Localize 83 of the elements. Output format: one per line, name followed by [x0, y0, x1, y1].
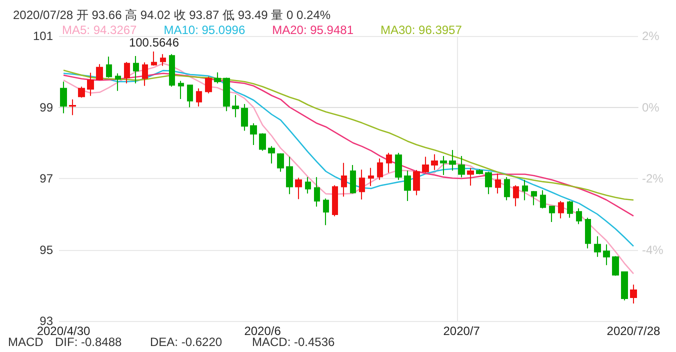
- candlestick: [549, 206, 555, 222]
- line-series: [62, 62, 634, 274]
- candlestick: [350, 164, 356, 194]
- candlestick: [467, 167, 474, 186]
- candlestick: [576, 208, 582, 225]
- candlestick: [558, 200, 564, 219]
- candlestick: [323, 198, 329, 226]
- candlestick: [305, 176, 311, 194]
- text: MA20: 95.9481: [272, 23, 354, 37]
- x-tick-label: 2020/7/28: [606, 324, 660, 338]
- x-tick-label: 2020/7: [443, 324, 480, 338]
- candlestick: [332, 184, 338, 217]
- candlestick: [286, 156, 293, 195]
- candlestick: [449, 150, 456, 172]
- candlestick: [277, 152, 284, 172]
- candlestick: [476, 168, 483, 175]
- candlestick: [87, 72, 94, 96]
- candlestick: [621, 271, 628, 301]
- candlestick: [250, 122, 257, 146]
- candlestick: [395, 152, 402, 180]
- candlestick: [540, 190, 546, 209]
- text: DEA: -0.6220: [150, 335, 222, 349]
- candlestick: [386, 152, 392, 174]
- candlestick: [513, 184, 519, 207]
- text: MACD: [8, 335, 44, 349]
- candlestick: [368, 167, 374, 186]
- candlestick: [630, 284, 637, 304]
- line-series: [62, 70, 634, 247]
- candlestick: [196, 88, 202, 108]
- candlestick: [458, 156, 465, 178]
- candlestick: [151, 51, 157, 66]
- candlestick: [160, 54, 166, 66]
- candlestick: [60, 81, 67, 114]
- candlestick: [359, 169, 365, 200]
- candlestick: [504, 176, 510, 201]
- text: DIF: -0.8488: [55, 335, 122, 349]
- candlestick: [78, 86, 85, 98]
- y-tick-label: 101: [32, 29, 54, 43]
- text: MACD: -0.4536: [252, 335, 336, 349]
- candlestick: [268, 146, 275, 164]
- candlestick: [531, 190, 537, 206]
- annotation: 100.5646: [128, 36, 180, 50]
- text: MA5: 94.3267: [62, 23, 138, 37]
- x-tick-label: 2020/6: [244, 324, 282, 338]
- candlestick: [115, 72, 121, 92]
- text: MA10: 95.0996: [164, 23, 246, 37]
- candlestick: [124, 62, 130, 84]
- candlestick: [178, 80, 184, 100]
- candlestick: [431, 154, 438, 170]
- candlestick: [205, 76, 212, 94]
- candlestick: [567, 200, 573, 218]
- candlestick: [495, 173, 501, 194]
- candlestick: [522, 179, 528, 201]
- candlestick: [422, 156, 429, 174]
- candlestick: [69, 98, 76, 116]
- candlestick: [404, 170, 411, 202]
- text: MA30: 96.3957: [380, 23, 462, 37]
- candlestick: [142, 62, 148, 86]
- candlestick: [314, 176, 320, 208]
- candlestick: [232, 94, 239, 118]
- candlestick: [96, 64, 103, 81]
- candlestick: [106, 56, 112, 78]
- candlestick: [259, 132, 266, 152]
- candlestick: [223, 77, 230, 112]
- y-tick-label: 99: [40, 100, 54, 114]
- candlestick: [341, 162, 347, 198]
- chart-title: 2020/07/28 开 93.66 高 94.02 收 93.87 低 93.49 量 0 0.24%: [13, 8, 331, 22]
- candlestick: [585, 217, 591, 249]
- candlestick: [603, 244, 610, 266]
- candlestick: [594, 236, 601, 258]
- candlestick: [214, 72, 221, 84]
- candlestick: [295, 177, 302, 200]
- candlestick: [187, 84, 193, 108]
- candlestick: [440, 156, 447, 176]
- candlestick: [169, 54, 175, 88]
- candlestick: [241, 104, 248, 132]
- candlestick: [485, 171, 492, 195]
- candlestick: [413, 169, 420, 196]
- candlestick: [377, 158, 383, 180]
- y-tick-label: 95: [40, 242, 54, 257]
- y-tick-label: 97: [40, 172, 54, 186]
- candlestick: [612, 256, 619, 276]
- candlestick: [133, 55, 139, 84]
